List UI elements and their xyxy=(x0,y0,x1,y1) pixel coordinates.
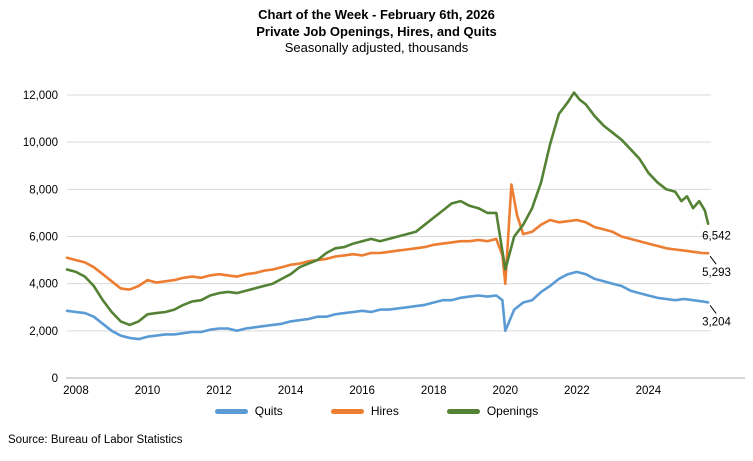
x-tick-label: 2020 xyxy=(492,385,518,397)
end-label-leader-hires xyxy=(709,255,717,265)
source-note: Source: Bureau of Labor Statistics xyxy=(8,434,183,446)
x-tick-label: 2014 xyxy=(278,385,304,397)
x-tick-label: 2010 xyxy=(135,385,161,397)
end-label-openings: 6,542 xyxy=(702,231,731,243)
legend-label-openings: Openings xyxy=(486,404,539,418)
legend-item-hires: Hires xyxy=(330,404,399,418)
x-tick-label: 2008 xyxy=(63,385,89,397)
y-tick-label: 6,000 xyxy=(29,232,58,244)
quits-line-swatch xyxy=(214,408,248,414)
end-label-quits: 3,204 xyxy=(702,316,731,328)
legend-label-quits: Quits xyxy=(254,404,283,418)
legend-item-quits: Quits xyxy=(214,404,283,418)
chart-subtitle: Seasonally adjusted, thousands xyxy=(284,40,469,56)
end-label-leader-quits xyxy=(709,305,717,314)
chart-legend: Quits Hires Openings xyxy=(0,404,753,418)
y-tick-label: 12,000 xyxy=(23,90,58,102)
chart-title-line2: Private Job Openings, Hires, and Quits xyxy=(256,23,497,39)
x-tick-label: 2012 xyxy=(206,385,232,397)
legend-item-openings: Openings xyxy=(446,404,539,418)
y-tick-label: 2,000 xyxy=(29,326,58,338)
y-tick-label: 4,000 xyxy=(29,279,58,291)
x-tick-label: 2016 xyxy=(349,385,375,397)
y-tick-label: 10,000 xyxy=(23,137,58,149)
x-tick-label: 2018 xyxy=(421,385,447,397)
y-tick-label: 8,000 xyxy=(29,184,58,196)
hires-line-swatch xyxy=(330,408,364,414)
x-tick-label: 2024 xyxy=(636,385,662,397)
series-line-hires xyxy=(65,183,710,291)
chart-title-line1: Chart of the Week - February 6th, 2026 xyxy=(258,7,495,22)
chart-header: Chart of the Week - February 6th, 2026 P… xyxy=(0,7,753,57)
series-line-quits xyxy=(65,270,710,341)
y-tick-label: 0 xyxy=(52,373,58,385)
series-line-openings xyxy=(65,91,710,327)
end-label-hires: 5,293 xyxy=(702,267,731,279)
legend-label-hires: Hires xyxy=(370,404,399,418)
x-tick-label: 2022 xyxy=(564,385,590,397)
openings-line-swatch xyxy=(446,408,480,414)
